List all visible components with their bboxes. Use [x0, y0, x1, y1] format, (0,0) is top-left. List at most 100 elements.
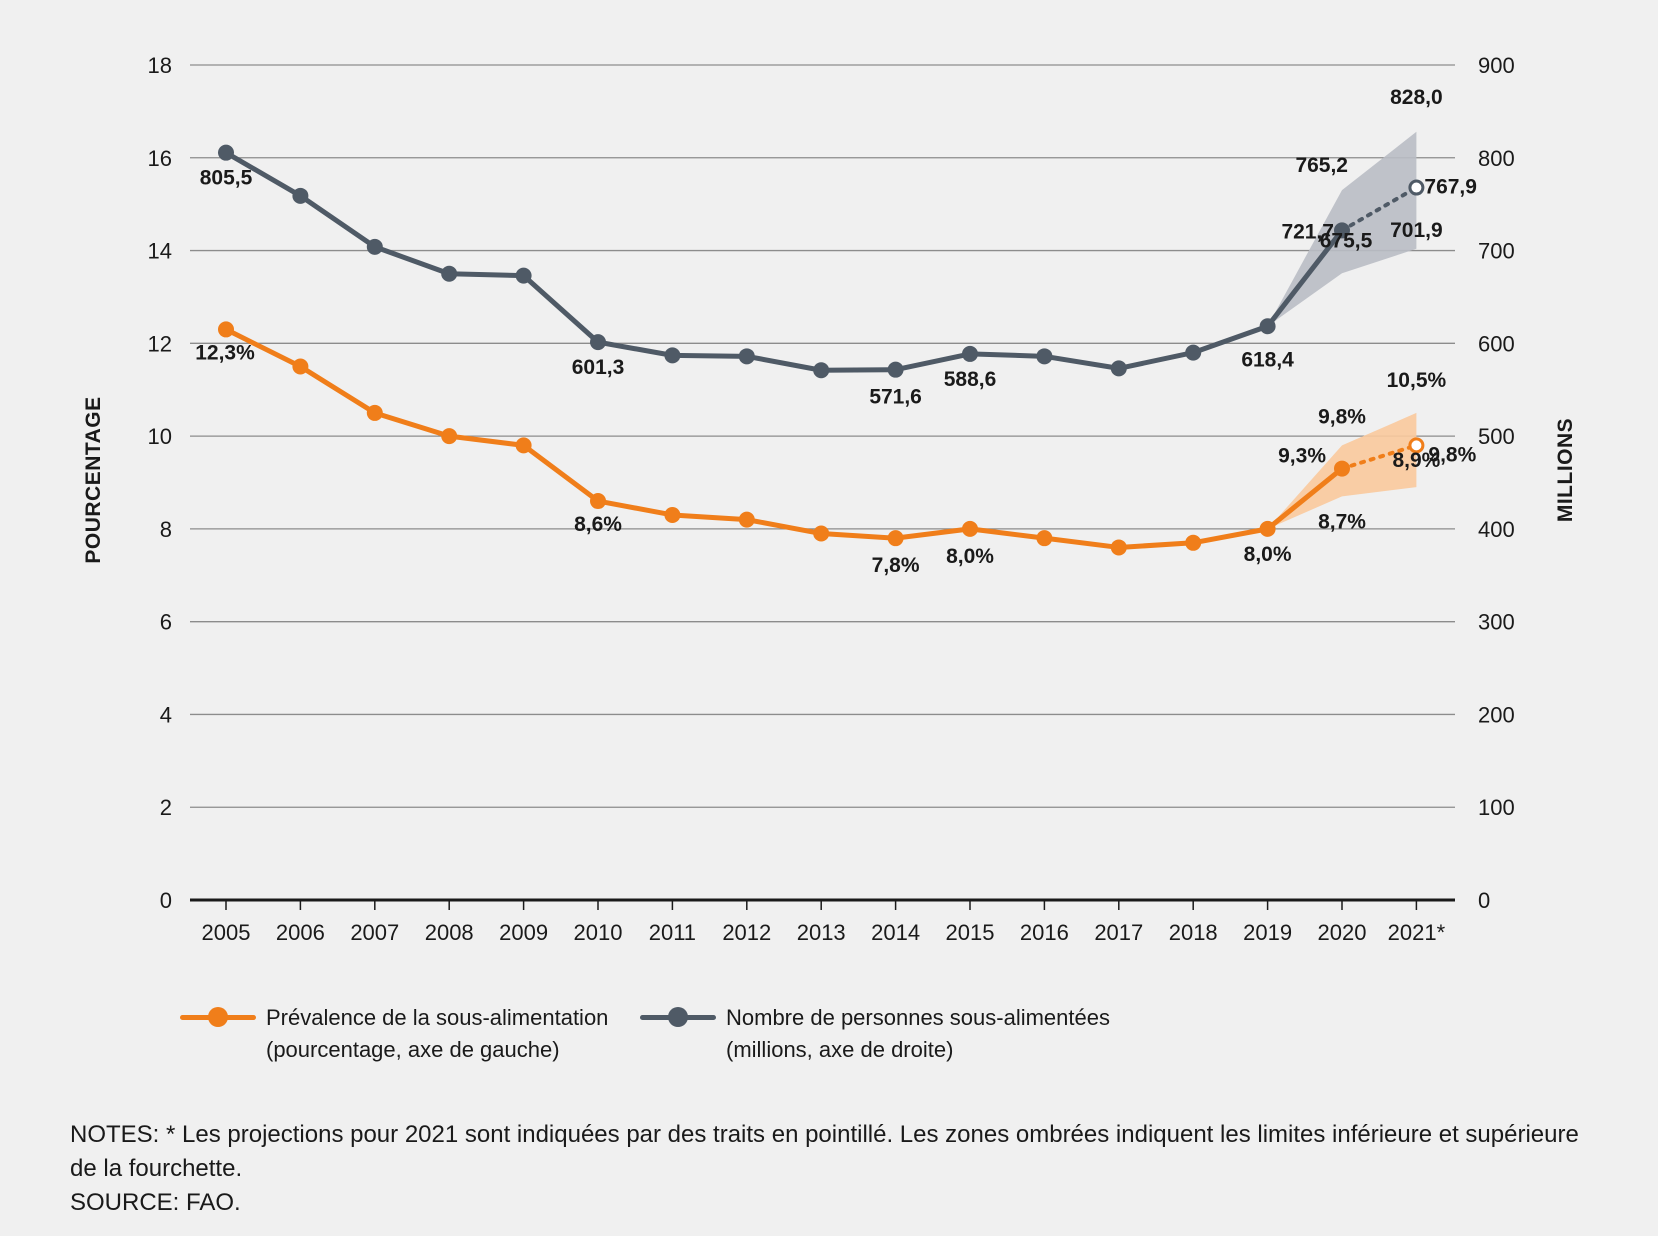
- y-left-tick-label: 8: [160, 517, 172, 542]
- projection-line-prevalence: [1340, 443, 1419, 471]
- data-label-prevalence: 12,3%: [195, 341, 255, 364]
- point-number: [664, 347, 681, 364]
- x-tick-label: 2012: [722, 920, 771, 945]
- data-labels: 12,3% 8,6% 7,8% 8,0% 8,0% 9,3% 9,8% 8,7% 10,5% 9,…: [195, 86, 1477, 577]
- x-axis: 2005 2006 2007 2008 2009 2010 2011 2012 2013 2014…: [190, 898, 1455, 945]
- x-tick-label: 2011: [649, 920, 696, 945]
- chart: 0 2 4 6 8 10 12 14 16 18 0 100 200 300 400 500 600 700 80…: [82, 53, 1577, 945]
- y-right-tick-label: 800: [1478, 146, 1515, 171]
- data-label-prevalence: 8,7%: [1318, 510, 1366, 533]
- point-number: [1036, 348, 1053, 365]
- point-prevalence: [1259, 520, 1276, 537]
- x-tick-label: 2018: [1169, 920, 1218, 945]
- point-prevalence-projected: [1408, 437, 1425, 454]
- data-label-number: 721,7: [1281, 220, 1334, 243]
- legend-text-prevalence: Prévalence de la sous-alimentation (pour…: [266, 1002, 608, 1066]
- data-label-prevalence: 7,8%: [872, 554, 920, 577]
- y-right-tick-label: 100: [1478, 795, 1515, 820]
- y-left-tick-label: 10: [148, 424, 172, 449]
- data-label-prevalence: 9,3%: [1278, 445, 1326, 468]
- x-tick-label: 2013: [797, 920, 846, 945]
- y-right-tick-label: 700: [1478, 239, 1515, 264]
- y-left-tick-label: 12: [148, 331, 172, 356]
- x-tick-label: 2015: [946, 920, 995, 945]
- y-left-tick-label: 4: [160, 702, 172, 727]
- point-number: [515, 267, 532, 284]
- data-label-number: 618,4: [1241, 348, 1294, 371]
- data-label-number: 805,5: [200, 167, 253, 190]
- notes-text: NOTES: * Les projections pour 2021 sont …: [70, 1121, 1579, 1182]
- y-right-tick-label: 200: [1478, 702, 1515, 727]
- x-tick-label: 2016: [1020, 920, 1069, 945]
- point-prevalence: [738, 511, 755, 528]
- data-label-prevalence: 8,6%: [574, 513, 622, 536]
- data-label-number: 767,9: [1424, 176, 1477, 199]
- point-number: [441, 265, 458, 282]
- data-label-prevalence: 9,8%: [1428, 443, 1476, 466]
- x-tick-label: 2021*: [1388, 920, 1446, 945]
- data-label-number: 588,6: [944, 368, 997, 391]
- point-prevalence: [1036, 530, 1053, 547]
- legend-item-prevalence: Prévalence de la sous-alimentation (pour…: [180, 1002, 608, 1066]
- x-tick-label: 2008: [425, 920, 474, 945]
- data-label-prevalence: 8,9%: [1392, 449, 1440, 472]
- point-number: [366, 238, 383, 255]
- x-tick-label: 2014: [871, 920, 920, 945]
- point-number-projected: [1408, 179, 1425, 196]
- series-lines: [224, 150, 1419, 550]
- point-number: [1259, 318, 1276, 335]
- x-tick-label: 2010: [574, 920, 623, 945]
- data-label-number: 765,2: [1295, 154, 1348, 177]
- y-right-tick-label: 600: [1478, 331, 1515, 356]
- series-line-prevalence: [224, 327, 1344, 550]
- x-tick-label: 2019: [1243, 920, 1292, 945]
- series-line-number: [224, 150, 1344, 373]
- y-axis-left: 0 2 4 6 8 10 12 14 16 18: [148, 53, 172, 913]
- point-number: [813, 362, 830, 379]
- point-number: [590, 334, 606, 351]
- point-prevalence: [515, 437, 532, 454]
- y-left-tick-label: 0: [160, 888, 172, 913]
- notes: NOTES: * Les projections pour 2021 sont …: [70, 1118, 1610, 1220]
- y-axis-left-label: POURCENTAGE: [82, 396, 105, 563]
- y-left-tick-label: 18: [148, 53, 172, 78]
- y-left-tick-label: 16: [148, 146, 172, 171]
- legend-swatch-number: [640, 1002, 716, 1032]
- point-number: [292, 187, 309, 204]
- point-prevalence: [441, 428, 458, 445]
- grid-lines: [190, 64, 1455, 808]
- legend-text-number: Nombre de personnes sous-alimentées (mil…: [726, 1002, 1110, 1066]
- point-prevalence: [1334, 460, 1350, 477]
- point-prevalence: [962, 520, 978, 537]
- data-label-prevalence: 10,5%: [1387, 369, 1447, 392]
- legend-item-number: Nombre de personnes sous-alimentées (mil…: [640, 1002, 1110, 1066]
- point-number: [1185, 344, 1202, 361]
- point-prevalence: [813, 525, 830, 542]
- x-tick-label: 2007: [350, 920, 399, 945]
- data-label-number: 701,9: [1390, 219, 1443, 242]
- y-right-tick-label: 300: [1478, 610, 1515, 635]
- y-left-tick-label: 14: [148, 239, 172, 264]
- y-right-tick-label: 400: [1478, 517, 1515, 542]
- point-prevalence: [590, 493, 606, 510]
- y-right-tick-label: 500: [1478, 424, 1515, 449]
- point-number: [962, 345, 978, 362]
- point-prevalence: [1185, 534, 1202, 551]
- data-label-prevalence: 9,8%: [1318, 405, 1366, 428]
- point-prevalence: [218, 321, 234, 338]
- projection-line-number: [1340, 185, 1419, 233]
- y-left-tick-label: 2: [160, 795, 172, 820]
- y-right-tick-label: 0: [1478, 888, 1490, 913]
- x-tick-label: 2006: [276, 920, 325, 945]
- legend-sublabel: (pourcentage, axe de gauche): [266, 1037, 560, 1062]
- source-text: SOURCE: FAO.: [70, 1189, 241, 1216]
- point-number: [218, 144, 234, 161]
- point-prevalence: [366, 404, 383, 421]
- x-tick-label: 2005: [202, 920, 251, 945]
- series-points: [218, 144, 1425, 556]
- legend: Prévalence de la sous-alimentation (pour…: [180, 1002, 1480, 1082]
- point-prevalence: [292, 358, 309, 375]
- legend-label: Nombre de personnes sous-alimentées: [726, 1005, 1110, 1030]
- point-prevalence: [887, 530, 904, 547]
- y-right-tick-label: 900: [1478, 53, 1515, 78]
